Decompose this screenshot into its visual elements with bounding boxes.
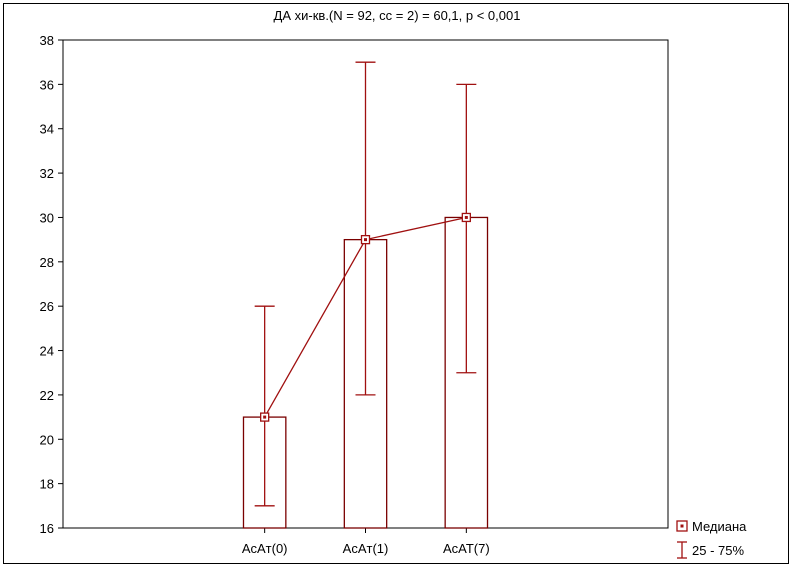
legend-median-symbol-dot bbox=[680, 524, 684, 528]
chart-frame bbox=[3, 3, 789, 564]
median-marker-dot bbox=[263, 415, 267, 419]
iqr-whiskers bbox=[254, 61, 477, 507]
y-tick-label: 22 bbox=[40, 388, 54, 403]
y-tick-label: 38 bbox=[40, 33, 54, 48]
x-tick-label: AcAт(0) bbox=[242, 541, 288, 556]
median-marker-dot bbox=[364, 238, 367, 242]
y-tick-label: 28 bbox=[40, 255, 54, 270]
legend: Медиана 25 - 75% bbox=[676, 519, 747, 559]
legend-range-label: 25 - 75% bbox=[692, 543, 744, 558]
x-tick-label: AcAт(1) bbox=[343, 541, 389, 556]
median-marker-dot bbox=[464, 215, 468, 219]
y-tick-label: 24 bbox=[40, 344, 54, 359]
legend-median-label: Медиана bbox=[692, 519, 747, 534]
y-tick-label: 18 bbox=[40, 477, 54, 492]
y-tick-label: 32 bbox=[40, 166, 54, 181]
y-tick-label: 36 bbox=[40, 77, 54, 92]
x-axis: AcAт(0) AcAт(1) AcAT(7) bbox=[242, 528, 490, 556]
y-tick-label: 26 bbox=[40, 299, 54, 314]
y-tick-label: 16 bbox=[40, 521, 54, 536]
chart-title: ДА хи-кв.(N = 92, сс = 2) = 60,1, p < 0,… bbox=[274, 8, 521, 23]
y-tick-label: 30 bbox=[40, 210, 54, 225]
median-line-group bbox=[260, 212, 471, 422]
x-tick-label: AcAT(7) bbox=[443, 541, 490, 556]
y-tick-label: 34 bbox=[40, 122, 54, 137]
y-axis: 16 18 20 22 24 26 28 30 32 34 36 38 bbox=[40, 33, 63, 536]
y-tick-label: 20 bbox=[40, 432, 54, 447]
